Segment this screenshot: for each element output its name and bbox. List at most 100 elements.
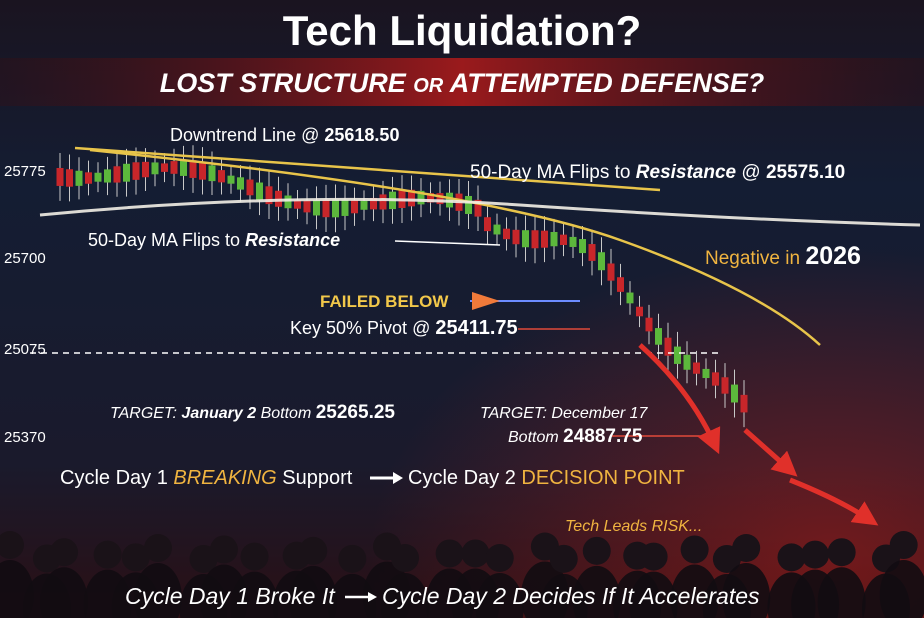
silhouette <box>50 538 79 567</box>
candle-body <box>655 328 662 345</box>
candle-body <box>522 230 529 248</box>
silhouette <box>93 540 122 569</box>
candle-body <box>284 195 292 209</box>
candle-body <box>275 190 282 207</box>
candle-body <box>598 252 605 271</box>
candle-body <box>436 193 444 205</box>
candle-body <box>360 200 368 210</box>
candle-body <box>313 200 320 216</box>
candle-body <box>227 175 235 184</box>
candle-body <box>702 368 710 379</box>
silhouette <box>240 542 269 571</box>
downtrend-line <box>74 146 661 192</box>
axis-label: 25075 <box>4 341 46 358</box>
silhouette <box>134 563 182 618</box>
candle-body <box>218 170 225 183</box>
candle-body <box>579 239 586 254</box>
candle-body <box>322 199 330 218</box>
silhouette <box>827 538 856 567</box>
candle-body <box>85 172 92 184</box>
silhouette <box>299 536 328 565</box>
annotation: FAILED BELOW <box>320 292 449 311</box>
candle-body <box>265 186 273 205</box>
candle-body <box>512 229 520 245</box>
candle-body <box>237 177 244 190</box>
silhouette <box>572 565 621 618</box>
candle-body <box>66 169 73 187</box>
candle-body <box>151 162 159 175</box>
trend-curve <box>89 148 821 346</box>
candle-body <box>75 170 83 186</box>
candle-body <box>161 163 168 172</box>
footer: Cycle Day 2 Decides If It Accelerates <box>382 583 760 609</box>
silhouette <box>680 535 709 564</box>
candle-body <box>379 194 387 210</box>
silhouette <box>582 536 611 565</box>
axis-label: 25775 <box>4 163 46 180</box>
annotation: Key 50% Pivot @ 25411.75 <box>290 317 518 339</box>
silhouette <box>879 560 924 618</box>
axis-labels: 25775 25700 25075 25370 <box>4 163 46 446</box>
candle-body <box>531 230 539 249</box>
silhouette <box>639 542 668 571</box>
candle-body <box>636 306 643 317</box>
annotation: TARGET: January 2 Bottom 25265.25 <box>110 402 395 423</box>
arrow <box>472 292 500 310</box>
silhouette <box>722 563 771 618</box>
candle-body <box>104 169 111 183</box>
candle-body <box>731 384 738 403</box>
candle-body <box>617 277 624 292</box>
pointer <box>394 240 501 246</box>
annotation: Bottom 24887.75 <box>508 426 643 447</box>
candle-body <box>303 200 311 213</box>
candle-body <box>341 199 349 216</box>
candle-body <box>569 236 577 247</box>
candle-body <box>94 172 102 182</box>
candle-body <box>113 166 121 183</box>
candles <box>56 145 748 428</box>
arrow <box>368 592 377 602</box>
candle-body <box>332 199 339 218</box>
candle-body <box>588 244 596 261</box>
silhouette <box>143 534 172 563</box>
candle-body <box>427 193 434 203</box>
candle-body <box>541 230 548 248</box>
candle-body <box>550 231 558 247</box>
silhouette <box>461 539 490 568</box>
silhouette <box>777 543 806 572</box>
silhouette <box>549 544 578 573</box>
axis-label: 25370 <box>4 429 46 446</box>
candle-body <box>645 317 653 332</box>
silhouette <box>0 531 24 559</box>
candle-body <box>256 182 263 201</box>
candle-body <box>607 263 615 281</box>
silhouette <box>889 531 918 560</box>
candle-body <box>56 167 64 186</box>
candle-body <box>189 160 197 178</box>
candle-body <box>503 228 510 240</box>
red-arrow <box>743 428 798 477</box>
candle-body <box>674 346 681 364</box>
silhouette <box>817 567 866 618</box>
candle-body <box>370 197 377 210</box>
axis-label: 25700 <box>4 250 46 267</box>
annotation: Downtrend Line @ 25618.50 <box>170 125 399 145</box>
silhouette <box>121 543 150 572</box>
candle-body <box>199 161 206 180</box>
cycle-line: Cycle Day 1 BREAKING Support <box>60 467 353 489</box>
silhouette <box>338 544 367 573</box>
annotation: Tech Leads RISK... <box>565 518 702 535</box>
candle-body <box>721 377 729 394</box>
silhouette <box>391 544 420 573</box>
candle-body <box>180 159 187 176</box>
silhouette <box>435 539 464 568</box>
candle-body <box>408 189 415 207</box>
candle-body <box>294 200 301 209</box>
moving-average <box>39 197 921 227</box>
crowd <box>0 531 924 618</box>
annotation: 50-Day MA Flips to Resistance @ 25575.10 <box>470 162 845 183</box>
candle-body <box>208 165 216 182</box>
annotation: Negative in 2026 <box>705 242 861 270</box>
